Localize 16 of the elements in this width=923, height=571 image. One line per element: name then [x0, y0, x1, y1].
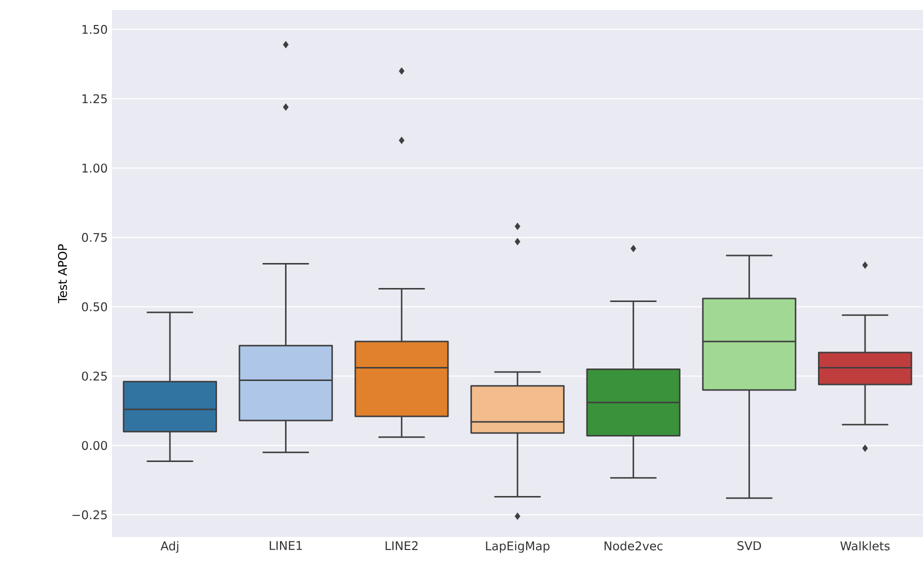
- x-tick-label: Walklets: [840, 541, 890, 550]
- y-tick-label: 1.25: [82, 94, 107, 104]
- y-tick-label: −0.25: [72, 510, 107, 520]
- y-axis-title: Test APOP: [58, 244, 67, 304]
- x-tick-label: Adj: [160, 541, 178, 553]
- y-tick-label: 0.75: [82, 232, 107, 242]
- y-tick-label: 0.00: [82, 440, 108, 450]
- x-tick-label: LINE2: [386, 541, 418, 550]
- y-tick-label: 0.25: [82, 372, 107, 381]
- y-tick-label: 0.50: [82, 302, 108, 312]
- y-tick-label: 1.50: [82, 24, 108, 34]
- x-tick-label: SVD: [738, 541, 761, 550]
- x-tick-label: Node2vec: [604, 541, 663, 550]
- x-tick-label: LapEigMap: [486, 541, 550, 553]
- x-tick-label: LINE1: [270, 541, 302, 550]
- y-tick-label: 1.00: [82, 164, 108, 173]
